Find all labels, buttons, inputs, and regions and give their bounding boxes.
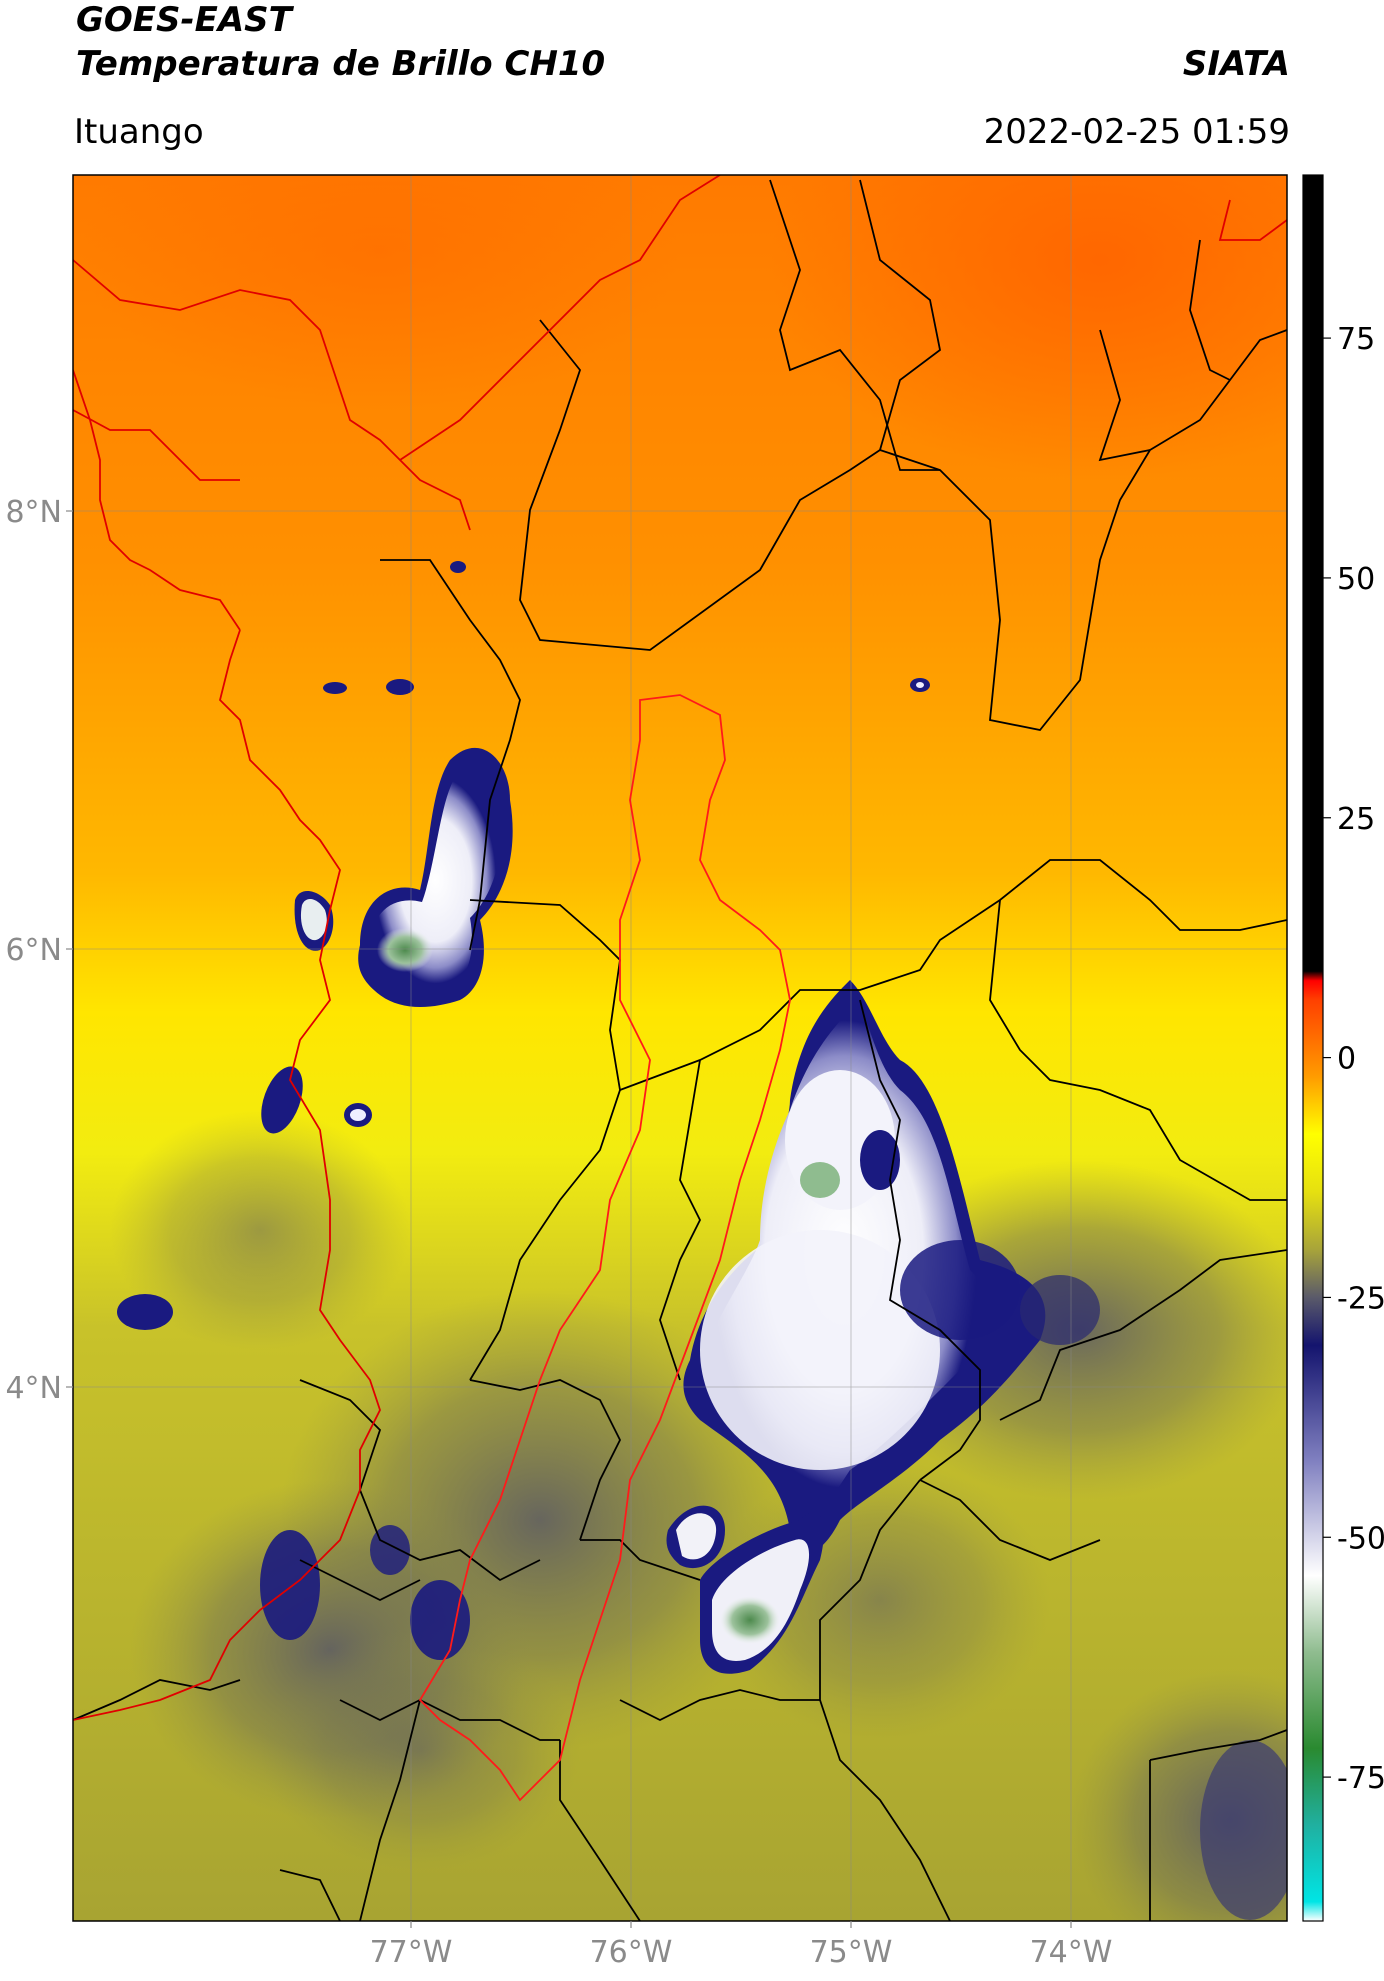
lon-label-76: 76°W [590,1935,673,1970]
colorbar-tick-label: -50 [1337,1521,1384,1556]
convective-cells [117,561,1287,1920]
colorbar-gradient [1303,175,1323,1921]
graticule [73,175,1287,1921]
location-label: Ituango [74,112,204,152]
coastline [73,175,1287,1721]
satellite-title: GOES-EAST [76,0,292,40]
colorbar-tick-label: -25 [1337,1281,1384,1316]
river-basin-outline [418,694,791,1802]
lat-label-8: 8°N [5,495,62,530]
lat-label-4: 4°N [5,1371,62,1406]
colorbar-tick-label: 50 [1337,562,1375,597]
product-title: Temperatura de Brillo CH10 [76,44,606,84]
colorbar-tick-label: 75 [1337,322,1375,357]
colorbar-tick-label: -75 [1337,1761,1384,1796]
datetime-label: 2022-02-25 01:59 [983,112,1290,152]
longitude-labels: 77°W 76°W 75°W 74°W [370,1921,1113,1970]
map-area [73,175,1287,1921]
lat-label-6: 6°N [5,933,62,968]
lon-label-74: 74°W [1030,1935,1113,1970]
agency-label: SIATA [1182,44,1290,84]
colorbar-tick-label: 0 [1337,1042,1356,1077]
lon-label-75: 75°W [810,1935,893,1970]
colorbar: 75 50 25 0 -25 -50 -75 [1302,174,1384,1922]
map-frame [72,174,1288,1922]
colorbar-tick-label: 25 [1337,802,1375,837]
lon-label-77: 77°W [370,1935,453,1970]
latitude-labels: 8°N 6°N 4°N [5,495,73,1406]
department-borders [73,179,1287,1921]
